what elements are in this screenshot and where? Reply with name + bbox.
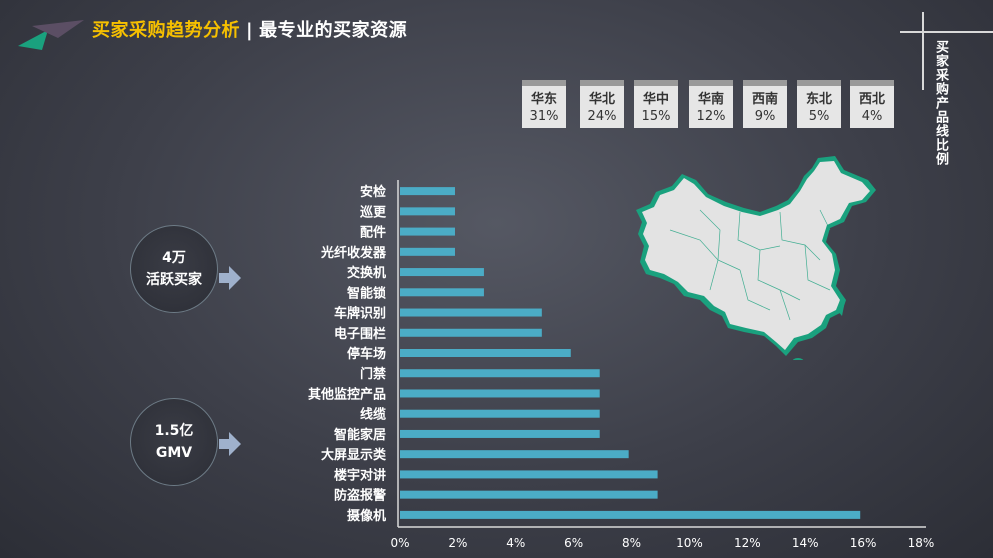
region-name: 华东 <box>530 92 557 107</box>
category-label: 智能家居 <box>334 427 386 443</box>
bar <box>400 187 455 196</box>
bar <box>400 227 455 236</box>
x-tick-label: 12% <box>734 536 761 550</box>
region-value: 9% <box>754 109 776 124</box>
category-label: 防盗报警 <box>334 488 386 504</box>
arrow-right-icon <box>219 266 241 290</box>
bar <box>400 389 600 398</box>
x-tick-label: 18% <box>908 536 935 550</box>
bar <box>400 429 600 438</box>
region-value: 12% <box>696 109 726 124</box>
category-label: 配件 <box>360 225 386 241</box>
corner-line-horizontal <box>900 31 993 33</box>
logo-icon <box>18 20 84 50</box>
x-tick-label: 4% <box>506 536 525 550</box>
region-name: 西北 <box>858 92 885 107</box>
category-label: 车牌识别 <box>334 306 386 322</box>
category-label: 安检 <box>360 184 386 200</box>
side-title: 买家采购产品线比例 <box>933 40 948 166</box>
stat-value: 4万 <box>162 250 186 266</box>
category-label: 门禁 <box>360 366 386 382</box>
x-tick-label: 8% <box>622 536 641 550</box>
category-label: 停车场 <box>347 346 386 362</box>
region-box: 华北 24% <box>580 80 624 128</box>
stat-label: GMV <box>155 445 193 461</box>
bar <box>400 369 600 378</box>
stat-active-buyers: 4万 活跃买家 <box>130 225 218 313</box>
region-name: 华中 <box>642 92 669 107</box>
region-value: 31% <box>529 109 559 124</box>
category-label: 摄像机 <box>347 508 386 524</box>
x-tick-label: 2% <box>448 536 467 550</box>
bar <box>400 308 542 317</box>
bar <box>400 268 484 277</box>
bar <box>400 470 658 479</box>
region-box: 西南 9% <box>743 80 787 128</box>
region-box: 华中 15% <box>634 80 678 128</box>
category-label: 大屏显示类 <box>321 447 387 463</box>
region-value: 5% <box>808 109 830 124</box>
x-tick-label: 14% <box>792 536 819 550</box>
category-label: 楼宇对讲 <box>334 467 386 483</box>
region-name: 东北 <box>805 92 832 107</box>
bar <box>400 409 600 418</box>
arrow-right-icon <box>219 432 241 456</box>
bar <box>400 510 861 519</box>
category-label: 智能锁 <box>347 285 386 301</box>
bar <box>400 450 629 459</box>
category-label: 巡更 <box>360 204 387 220</box>
region-value: 24% <box>587 109 617 124</box>
x-tick-label: 6% <box>564 536 583 550</box>
bar <box>400 207 455 216</box>
bar <box>400 247 455 256</box>
region-box: 华东 31% <box>522 80 566 128</box>
stat-gmv: 1.5亿 GMV <box>130 398 218 486</box>
region-name: 西南 <box>751 92 778 107</box>
region-name: 华北 <box>588 92 615 107</box>
page-title: 买家采购趋势分析 | 最专业的买家资源 <box>92 16 407 42</box>
title-main: 买家采购趋势分析 <box>92 20 240 41</box>
region-value: 15% <box>641 109 671 124</box>
region-name: 华南 <box>697 92 724 107</box>
category-label: 光纤收发器 <box>320 245 387 261</box>
bar <box>400 328 542 337</box>
region-box: 东北 5% <box>797 80 841 128</box>
title-sub: 最专业的买家资源 <box>259 20 408 41</box>
category-label: 线缆 <box>360 407 386 423</box>
region-box: 西北 4% <box>850 80 894 128</box>
category-label: 电子围栏 <box>334 326 386 342</box>
title-separator: | <box>246 20 254 41</box>
bar <box>400 490 658 499</box>
region-box: 华南 12% <box>689 80 733 128</box>
stat-label: 活跃买家 <box>146 272 202 288</box>
x-tick-label: 10% <box>676 536 703 550</box>
region-value: 4% <box>861 109 883 124</box>
bar <box>400 349 571 357</box>
stat-value: 1.5亿 <box>154 423 194 439</box>
corner-line-vertical <box>922 12 924 90</box>
x-tick-label: 0% <box>390 536 409 550</box>
category-label: 交换机 <box>347 265 386 281</box>
china-map-icon <box>636 156 876 360</box>
x-tick-label: 16% <box>850 536 877 550</box>
bar <box>400 288 484 297</box>
category-label: 其他监控产品 <box>308 386 386 402</box>
